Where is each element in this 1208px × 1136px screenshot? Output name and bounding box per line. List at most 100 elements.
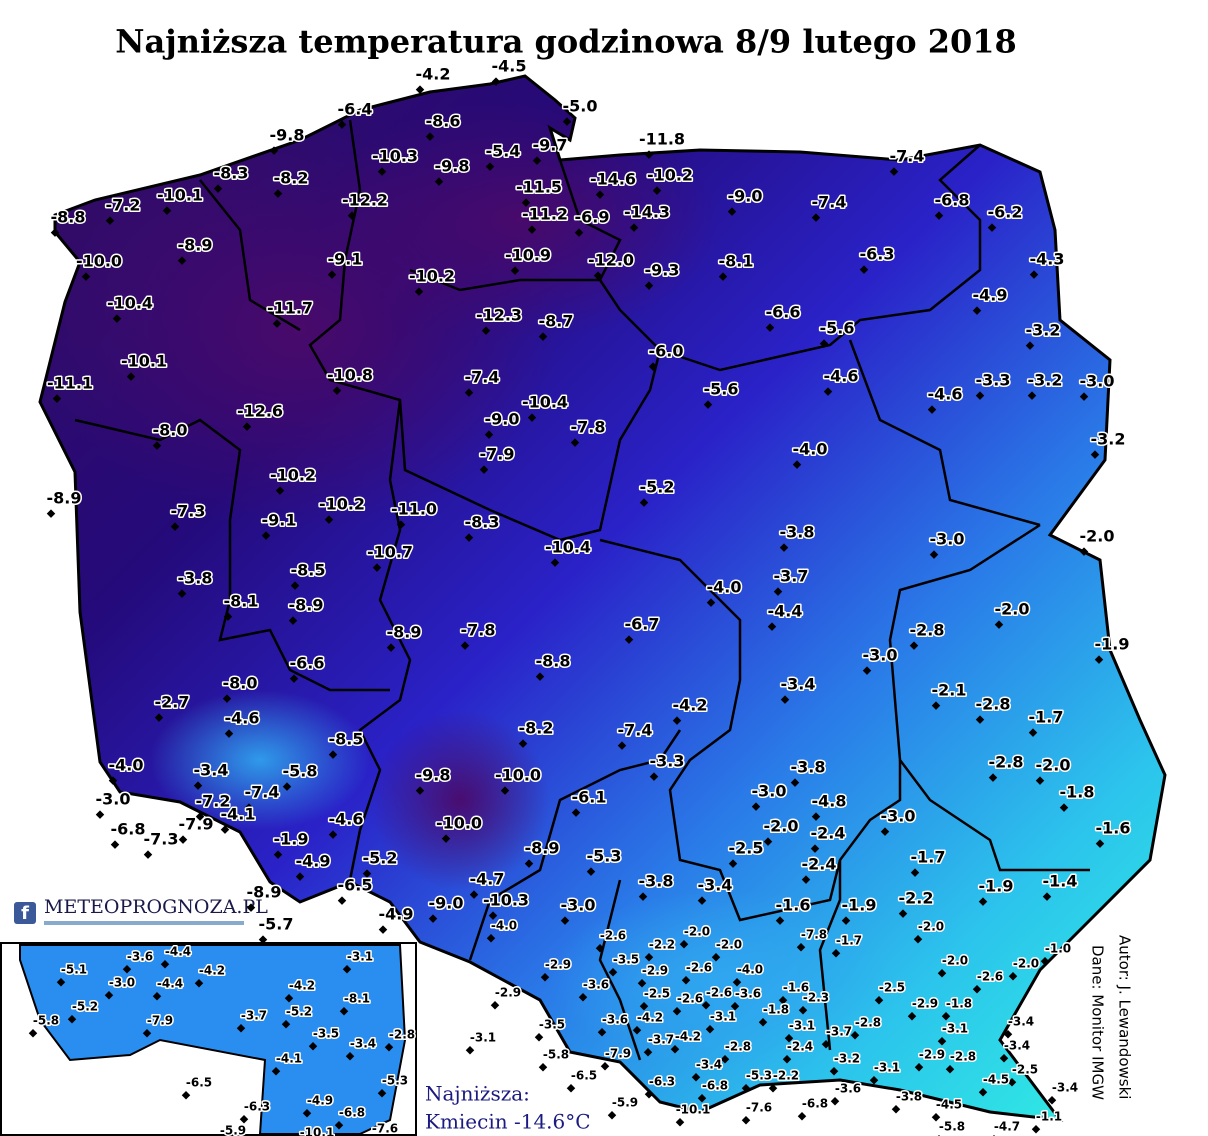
station-value: -7.8 bbox=[571, 418, 606, 437]
station-value: -4.4 bbox=[157, 977, 183, 991]
station-value: -6.9 bbox=[575, 208, 610, 227]
station-value: -3.4 bbox=[194, 761, 229, 780]
station-value: -6.3 bbox=[244, 1100, 270, 1114]
station-value: -8.9 bbox=[387, 623, 422, 642]
station-marker bbox=[372, 563, 382, 572]
station-value: -8.1 bbox=[344, 992, 370, 1006]
station-value: -8.3 bbox=[214, 164, 249, 183]
station-marker bbox=[261, 531, 271, 540]
station-marker bbox=[491, 77, 501, 86]
station-value: -2.6 bbox=[977, 970, 1003, 984]
station-value: -2.3 bbox=[803, 991, 829, 1005]
station-marker bbox=[464, 388, 474, 397]
station-marker bbox=[334, 1120, 344, 1130]
station-value: -4.7 bbox=[470, 870, 505, 889]
station-marker bbox=[768, 1083, 778, 1093]
station-value: -4.2 bbox=[673, 696, 708, 715]
station-marker bbox=[811, 812, 821, 821]
station-value: -3.4 bbox=[1052, 1081, 1078, 1095]
station-marker bbox=[644, 952, 654, 962]
station-marker bbox=[1042, 892, 1052, 901]
station-value: -2.9 bbox=[642, 964, 668, 978]
station-marker bbox=[1079, 392, 1089, 401]
station-value: -3.4 bbox=[696, 1058, 722, 1072]
station-value: -6.8 bbox=[702, 1079, 728, 1093]
station-value: -3.7 bbox=[826, 1025, 852, 1039]
region-border bbox=[409, 268, 600, 292]
station-marker bbox=[913, 934, 923, 944]
station-marker bbox=[345, 1051, 355, 1061]
station-value: -9.0 bbox=[728, 187, 763, 206]
station-value: -6.8 bbox=[111, 820, 146, 839]
station-value: -10.2 bbox=[270, 466, 316, 485]
station-marker bbox=[728, 859, 738, 868]
summary-value: Kmiecin -14.6°C bbox=[425, 1110, 591, 1134]
station-value: -10.3 bbox=[483, 891, 529, 910]
region-border bbox=[598, 879, 642, 1061]
station-marker bbox=[302, 1108, 312, 1118]
station-value: -6.6 bbox=[766, 303, 801, 322]
station-value: -4.0 bbox=[793, 440, 828, 459]
station-marker bbox=[347, 211, 357, 220]
station-marker bbox=[396, 520, 406, 529]
station-value: -2.0 bbox=[942, 954, 968, 968]
station-marker bbox=[282, 782, 292, 791]
station-value: -2.2 bbox=[649, 938, 675, 952]
station-value: -1.7 bbox=[836, 934, 862, 948]
station-value: -4.5 bbox=[492, 57, 527, 76]
station-marker bbox=[597, 1027, 607, 1037]
station-value: -10.2 bbox=[647, 166, 693, 185]
station-marker bbox=[675, 1117, 685, 1127]
station-marker bbox=[927, 405, 937, 414]
station-marker bbox=[534, 1032, 544, 1042]
station-value: -2.1 bbox=[932, 681, 967, 700]
station-value: -2.0 bbox=[1080, 527, 1115, 546]
station-marker bbox=[485, 162, 495, 171]
station-marker bbox=[1028, 728, 1038, 737]
station-marker bbox=[378, 925, 388, 934]
station-value: -10.7 bbox=[367, 543, 413, 562]
station-value: -11.5 bbox=[516, 178, 562, 197]
station-value: -8.9 bbox=[247, 883, 282, 902]
station-value: -2.2 bbox=[899, 889, 934, 908]
station-marker bbox=[342, 964, 352, 974]
station-marker bbox=[1003, 1029, 1013, 1039]
station-marker bbox=[538, 332, 548, 341]
region-border bbox=[659, 144, 982, 372]
station-marker bbox=[1079, 547, 1089, 556]
station-marker bbox=[460, 641, 470, 650]
station-value: -10.1 bbox=[121, 352, 167, 371]
station-marker bbox=[337, 120, 347, 129]
station-marker bbox=[706, 598, 716, 607]
summary-label: Najniższa: bbox=[425, 1082, 530, 1106]
station-value: -1.0 bbox=[1045, 942, 1071, 956]
station-value: -1.7 bbox=[1029, 708, 1064, 727]
station-marker bbox=[931, 1112, 941, 1122]
station-value: -11.7 bbox=[267, 299, 313, 318]
station-marker bbox=[798, 1005, 808, 1015]
station-value: -1.9 bbox=[842, 896, 877, 915]
station-value: -6.2 bbox=[988, 203, 1023, 222]
region-borders bbox=[74, 119, 1090, 1061]
station-marker bbox=[730, 1001, 740, 1011]
station-value: -7.4 bbox=[812, 193, 847, 212]
station-marker bbox=[275, 486, 285, 495]
station-marker bbox=[648, 362, 658, 371]
station-marker bbox=[593, 271, 603, 280]
station-value: -10.4 bbox=[522, 393, 568, 412]
station-marker bbox=[1040, 956, 1050, 966]
station-value: -9.1 bbox=[262, 511, 297, 530]
station-value: -7.4 bbox=[465, 368, 500, 387]
station-value: -4.9 bbox=[296, 852, 331, 871]
station-value: -4.9 bbox=[379, 905, 414, 924]
station-marker bbox=[841, 916, 851, 925]
station-value: -8.9 bbox=[178, 236, 213, 255]
station-value: -8.6 bbox=[426, 112, 461, 131]
map-title: Najniższa temperatura godzinowa 8/9 lute… bbox=[115, 23, 1017, 61]
station-value: -9.1 bbox=[328, 250, 363, 269]
region-border bbox=[848, 339, 1041, 527]
station-value: -5.6 bbox=[820, 319, 855, 338]
station-marker bbox=[972, 306, 982, 315]
station-value: -6.8 bbox=[339, 1106, 365, 1120]
